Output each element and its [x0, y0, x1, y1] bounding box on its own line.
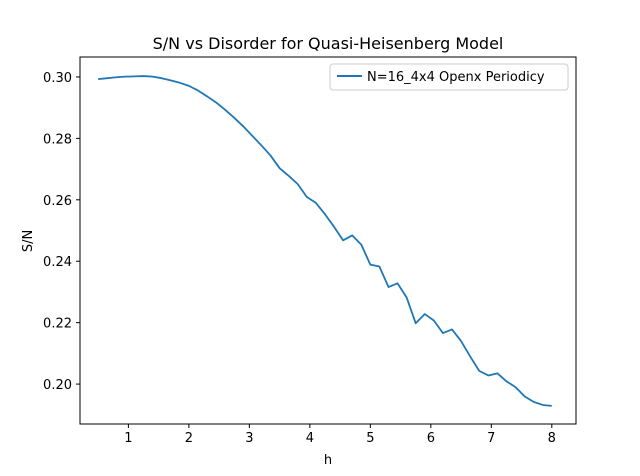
- legend-box: [329, 63, 569, 91]
- x-tick-label: 8: [548, 431, 556, 446]
- x-tick-label: 3: [245, 431, 253, 446]
- legend: N=16_4x4 Openx Periodicy: [329, 63, 569, 91]
- y-tick-label: 0.30: [43, 71, 72, 86]
- chart-title: S/N vs Disorder for Quasi-Heisenberg Mod…: [153, 34, 504, 53]
- x-tick-label: 1: [124, 431, 132, 446]
- y-tick-label: 0.22: [43, 317, 72, 332]
- y-tick-label: 0.24: [43, 255, 72, 270]
- series-layer: [98, 75, 552, 407]
- x-axis-label: h: [324, 453, 332, 468]
- series-line: [98, 75, 552, 407]
- x-tick-label: 7: [487, 431, 495, 446]
- y-axis-label: S/N: [21, 230, 36, 252]
- legend-label: N=16_4x4 Openx Periodicy: [367, 70, 545, 85]
- y-tick-label: 0.26: [43, 194, 72, 209]
- x-tick-label: 5: [366, 431, 374, 446]
- ticks-layer: 1 2 3 4 5 6 7 8 0.20 0.22 0.24 0.26 0.28 0.30: [43, 71, 556, 446]
- plot-frame: [79, 56, 577, 425]
- x-tick-label: 6: [427, 431, 435, 446]
- x-tick-label: 4: [306, 431, 314, 446]
- x-tick-label: 2: [185, 431, 193, 446]
- y-tick-label: 0.28: [43, 132, 72, 147]
- y-tick-label: 0.20: [43, 378, 72, 393]
